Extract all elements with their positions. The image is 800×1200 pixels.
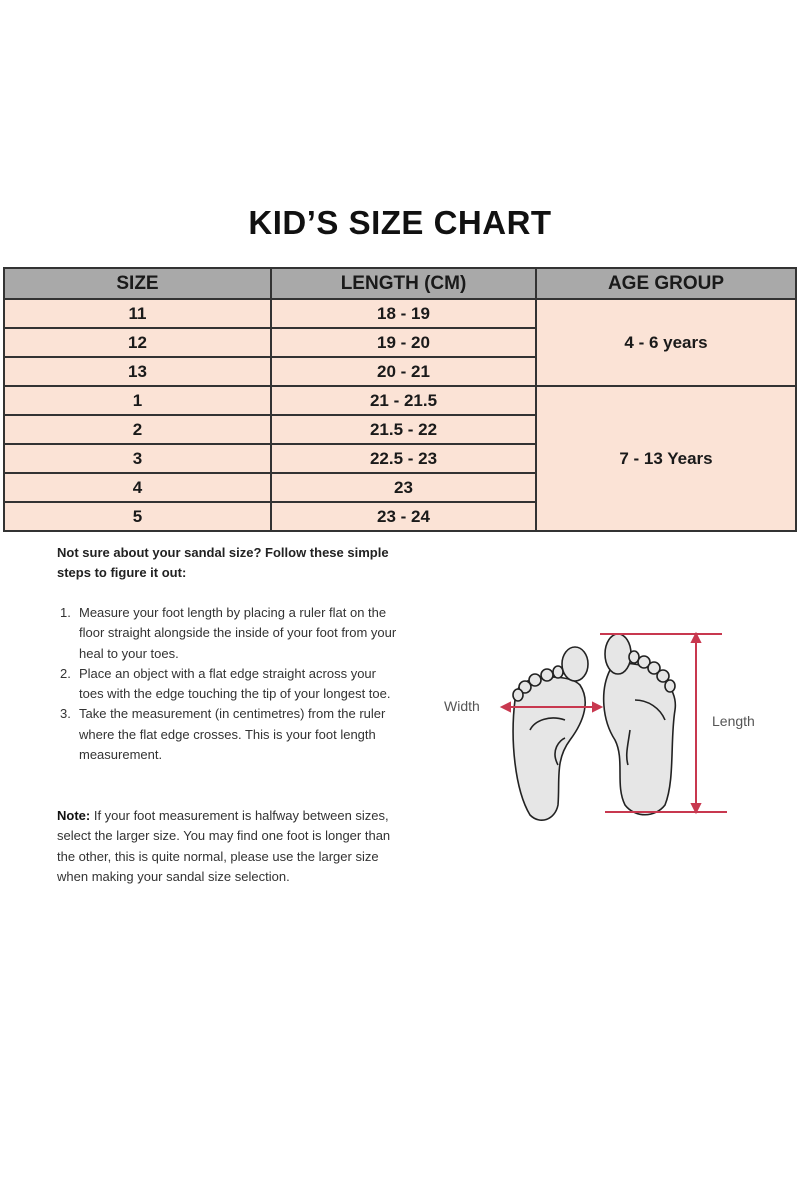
width-arrow-icon: [499, 701, 604, 713]
cell-size: 11: [3, 298, 272, 329]
cell-size: 12: [3, 327, 272, 358]
length-arrow-icon: [600, 631, 727, 815]
left-foot-icon: [512, 646, 589, 821]
cell-size: 5: [3, 501, 272, 532]
step-number: 1.: [60, 605, 71, 620]
step-number: 2.: [60, 665, 71, 681]
header-length: LENGTH (CM): [270, 267, 537, 300]
table-row: 13 20 - 21: [3, 356, 796, 387]
table-row: 4 23: [3, 472, 796, 503]
note-paragraph: Note: If your foot measurement is halfwa…: [57, 806, 397, 887]
table-row: 2 21.5 - 22: [3, 414, 796, 445]
step-number: 3.: [60, 706, 71, 722]
cell-size: 2: [3, 414, 272, 445]
note-text: If your foot measurement is halfway betw…: [57, 808, 391, 884]
cell-length: 23 - 24: [270, 501, 537, 532]
cell-age-group: 4 - 6 years: [535, 298, 797, 387]
table-header-row: SIZE LENGTH (CM) AGE GROUP: [3, 267, 797, 300]
table-row: 11 18 - 19 4 - 6 years: [3, 298, 797, 387]
step-item: 3. Take the measurement (in centimetres) …: [60, 704, 400, 765]
cell-length: 23: [270, 472, 537, 503]
width-label: Width: [444, 698, 480, 714]
cell-length: 21.5 - 22: [270, 414, 537, 445]
instructions-intro: Not sure about your sandal size? Follow …: [57, 545, 389, 580]
instruction-steps: 1. Measure your foot length by placing a …: [60, 603, 400, 765]
foot-measurement-diagram: Width Length: [444, 631, 755, 821]
step-text: Take the measurement (in centimetres) fr…: [79, 706, 386, 763]
step-text: Place an object with a flat edge straigh…: [79, 665, 391, 702]
size-table: SIZE LENGTH (CM) AGE GROUP 11 18 - 19 4 …: [3, 267, 797, 532]
step-item: 2. Place an object with a flat edge strai…: [60, 664, 400, 705]
cell-length: 21 - 21.5: [270, 385, 537, 416]
cell-size: 1: [3, 385, 272, 416]
cell-length: 19 - 20: [270, 327, 537, 358]
cell-length: 20 - 21: [270, 356, 537, 387]
right-foot-icon: [602, 633, 677, 816]
table-row: 12 19 - 20: [3, 327, 796, 358]
page-title: KID’S SIZE CHART: [248, 204, 552, 241]
cell-length: 22.5 - 23: [270, 443, 537, 474]
cell-size: 4: [3, 472, 272, 503]
length-label: Length: [712, 713, 755, 729]
header-age-group: AGE GROUP: [535, 267, 797, 300]
table-row: 3 22.5 - 23: [3, 443, 796, 474]
note-label: Note:: [57, 808, 91, 823]
cell-age-group: 7 - 13 Years: [535, 385, 797, 532]
cell-size: 3: [3, 443, 272, 474]
step-item: 1. Measure your foot length by placing a …: [60, 603, 400, 664]
step-text: Measure your foot length by placing a ru…: [79, 605, 397, 661]
cell-size: 13: [3, 356, 272, 387]
header-size: SIZE: [3, 267, 272, 300]
cell-length: 18 - 19: [270, 298, 537, 329]
table-row: 1 21 - 21.5 7 - 13 Years: [3, 385, 797, 532]
table-row: 5 23 - 24: [3, 501, 796, 532]
